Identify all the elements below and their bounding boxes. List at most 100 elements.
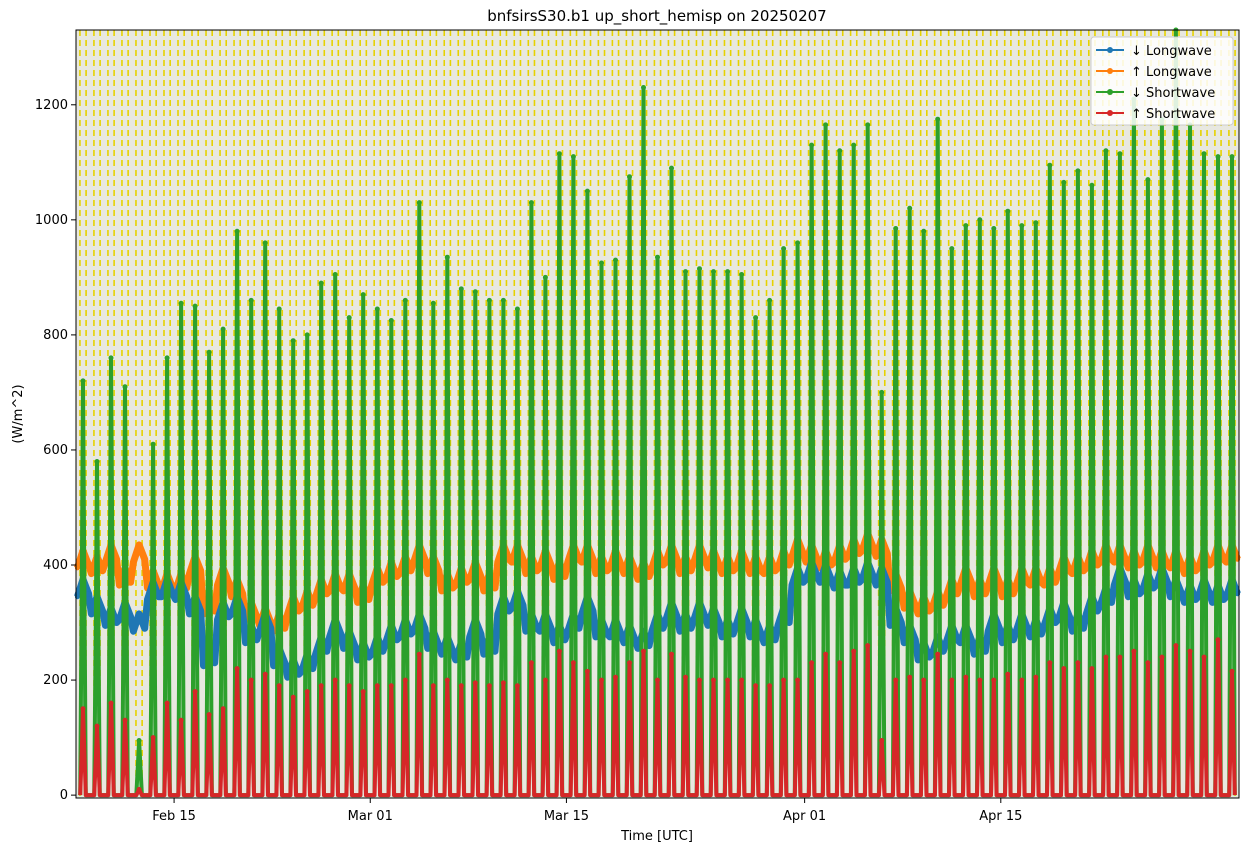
data-point xyxy=(88,571,94,577)
data-point xyxy=(828,576,834,582)
data-point xyxy=(781,246,787,252)
data-point xyxy=(192,303,198,309)
data-point xyxy=(411,628,417,634)
data-point xyxy=(893,677,899,683)
legend-swatch-marker xyxy=(1107,47,1113,53)
series-layer xyxy=(74,27,1241,798)
data-point xyxy=(520,556,526,562)
legend-swatch-marker xyxy=(1107,68,1113,74)
data-point xyxy=(369,582,375,588)
data-point xyxy=(324,648,330,654)
data-point xyxy=(422,625,428,631)
data-point xyxy=(879,389,885,395)
data-point xyxy=(136,738,142,743)
data-point xyxy=(495,611,501,617)
data-point xyxy=(102,559,108,565)
data-point xyxy=(542,677,548,683)
y-tick-label: 200 xyxy=(43,673,68,688)
data-point xyxy=(907,674,913,680)
data-point xyxy=(318,683,324,689)
data-point xyxy=(935,116,941,122)
data-point xyxy=(915,657,921,663)
data-point xyxy=(380,648,386,654)
data-point xyxy=(884,579,890,585)
data-point xyxy=(747,634,753,640)
data-point xyxy=(346,683,352,689)
y-tick-label: 400 xyxy=(43,558,68,573)
data-point xyxy=(851,142,857,148)
x-tick-label: Apr 01 xyxy=(783,809,826,824)
x-tick-label: Mar 15 xyxy=(544,809,589,824)
data-point xyxy=(1145,177,1151,183)
data-point xyxy=(655,677,660,683)
data-point xyxy=(660,625,666,631)
data-point xyxy=(758,631,764,637)
data-point xyxy=(1038,631,1044,637)
data-point xyxy=(739,272,745,277)
data-point xyxy=(1181,571,1187,577)
data-point xyxy=(859,576,865,582)
data-point xyxy=(1117,654,1123,660)
data-point xyxy=(688,625,694,631)
data-point xyxy=(621,640,627,646)
y-tick-label: 600 xyxy=(43,443,68,458)
data-point xyxy=(173,597,178,602)
data-point xyxy=(823,651,829,657)
data-point xyxy=(1055,571,1061,577)
data-point xyxy=(716,562,722,568)
data-point xyxy=(999,640,1005,646)
data-point xyxy=(150,735,156,741)
data-point xyxy=(800,551,806,556)
data-point xyxy=(341,588,347,594)
data-point xyxy=(122,717,128,723)
data-point xyxy=(1010,591,1016,597)
data-point xyxy=(879,738,885,743)
data-point xyxy=(1223,559,1229,565)
data-point xyxy=(257,628,263,634)
data-point xyxy=(613,674,618,680)
data-point xyxy=(215,617,220,623)
x-tick-label: Mar 01 xyxy=(348,809,393,824)
data-point xyxy=(86,591,92,597)
data-point xyxy=(655,254,660,260)
data-point xyxy=(1013,628,1019,634)
x-axis-label: Time [UTC] xyxy=(620,829,693,844)
data-point xyxy=(753,315,759,321)
data-point xyxy=(514,306,520,312)
data-point xyxy=(781,677,787,683)
data-point xyxy=(1033,220,1039,226)
data-point xyxy=(243,640,248,646)
data-point xyxy=(730,631,736,637)
data-point xyxy=(402,677,408,683)
data-point xyxy=(1055,617,1061,623)
data-point xyxy=(1123,556,1128,562)
data-point xyxy=(220,706,226,712)
data-point xyxy=(996,579,1002,585)
data-point xyxy=(108,355,114,361)
data-point xyxy=(276,306,282,312)
data-point xyxy=(747,571,753,577)
data-point xyxy=(327,634,333,640)
data-point xyxy=(229,594,234,600)
data-point xyxy=(1047,162,1053,168)
data-point xyxy=(912,602,918,608)
data-point xyxy=(215,582,220,588)
data-point xyxy=(206,712,212,718)
data-point xyxy=(691,617,697,623)
data-point xyxy=(1111,582,1117,588)
data-point xyxy=(1081,625,1086,631)
data-point xyxy=(641,648,646,654)
data-point xyxy=(767,683,773,689)
data-point xyxy=(898,620,904,625)
data-point xyxy=(254,637,260,643)
data-point xyxy=(220,326,226,332)
data-point xyxy=(957,582,963,588)
data-point xyxy=(425,571,431,577)
x-axis: Feb 15 Mar 01 Mar 15 Apr 01 Apr 15 xyxy=(152,798,1022,824)
data-point xyxy=(1069,628,1075,634)
data-point xyxy=(450,648,456,654)
data-point xyxy=(478,574,484,579)
data-point xyxy=(285,611,291,617)
data-point xyxy=(282,625,288,631)
data-point xyxy=(767,297,773,303)
